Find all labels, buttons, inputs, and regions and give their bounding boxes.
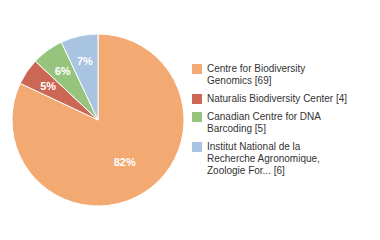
svg-text:82%: 82% <box>114 156 136 168</box>
svg-text:7%: 7% <box>77 55 93 67</box>
html-text:Naturalis Biodiversity Center: Naturalis Biodiversity Center [4] <box>207 93 348 104</box>
html-text:Canadian Centre for DNA Barcod: Canadian Centre for DNA Barcoding [5] <box>207 111 321 134</box>
html-text:Centre for Biodiversity Genomi: Centre for Biodiversity Genomics [69] <box>207 63 306 86</box>
svg-text:5%: 5% <box>40 80 56 92</box>
svg-text:6%: 6% <box>55 65 71 77</box>
html-text:Institut National de la Recher: Institut National de la Recherche Agrono… <box>207 141 320 176</box>
